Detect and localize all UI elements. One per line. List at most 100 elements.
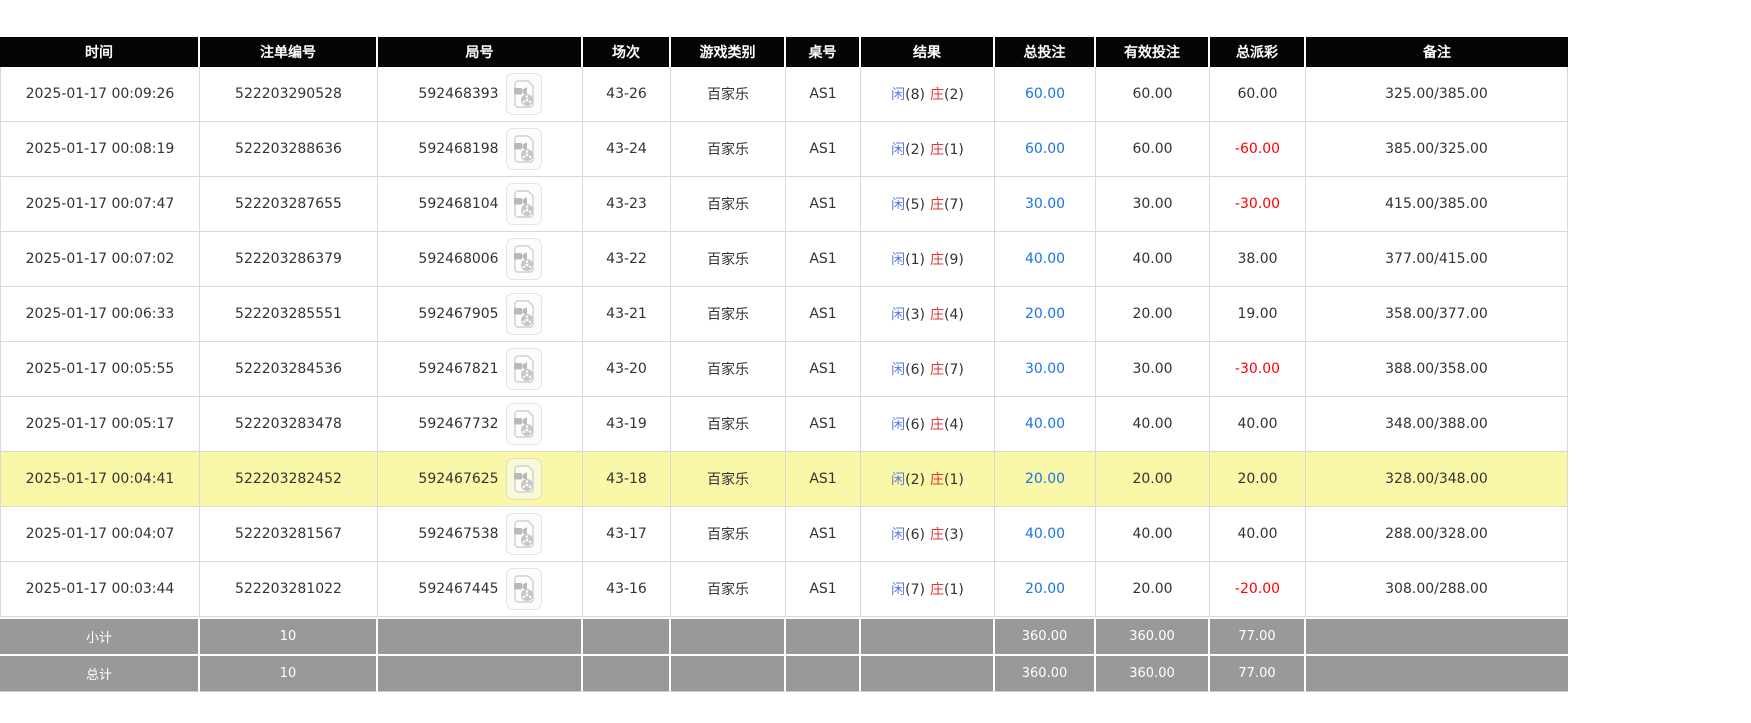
video-replay-icon[interactable] [505, 348, 542, 390]
video-replay-icon[interactable] [505, 568, 542, 610]
round-id-value: 592468104 [418, 196, 499, 212]
video-replay-icon[interactable] [505, 458, 542, 500]
summary-total-bet: 360.00 [995, 654, 1096, 692]
cell-bet-id: 522203287655 [200, 177, 378, 232]
cell-game-type: 百家乐 [671, 122, 786, 177]
total-bet-link[interactable]: 40.00 [1024, 526, 1066, 542]
cell-bet-id: 522203285551 [200, 287, 378, 342]
summary-total-bet: 360.00 [995, 617, 1096, 654]
total-bet-link[interactable]: 30.00 [1024, 361, 1066, 377]
col-valid-bet: 有效投注 [1096, 37, 1210, 67]
video-replay-icon[interactable] [505, 238, 542, 280]
summary-label: 小计 [0, 617, 200, 654]
result-banker-score: (4) [944, 307, 964, 323]
summary-empty-cell [861, 617, 995, 654]
summary-payout: 77.00 [1210, 617, 1306, 654]
col-remark: 备注 [1306, 37, 1568, 67]
result-player-label: 闲 [891, 197, 906, 213]
table-row[interactable]: 2025-01-17 00:06:33 522203285551 5924679… [0, 287, 1568, 342]
total-bet-link[interactable]: 30.00 [1024, 196, 1066, 212]
cell-bet-id: 522203284536 [200, 342, 378, 397]
payout-value: -30.00 [1234, 361, 1281, 377]
video-replay-icon[interactable] [505, 293, 542, 335]
total-bet-link[interactable]: 60.00 [1024, 86, 1066, 102]
summary-empty-cell [378, 654, 583, 692]
table-row[interactable]: 2025-01-17 00:04:41 522203282452 5924676… [0, 452, 1568, 507]
table-row[interactable]: 2025-01-17 00:04:07 522203281567 5924675… [0, 507, 1568, 562]
summary-empty-cell [583, 617, 671, 654]
total-bet-link[interactable]: 20.00 [1024, 471, 1066, 487]
result-player-score: (6) [905, 527, 925, 543]
col-result: 结果 [861, 37, 995, 67]
result-banker-label: 庄 [930, 362, 944, 378]
cell-round-id: 592467905 [378, 287, 583, 342]
round-id-value: 592468198 [418, 141, 499, 157]
result-banker-label: 庄 [930, 87, 944, 103]
cell-payout: 19.00 [1210, 287, 1306, 342]
cell-game-type: 百家乐 [671, 67, 786, 122]
result-player-label: 闲 [891, 362, 906, 378]
cell-game-type: 百家乐 [671, 507, 786, 562]
payout-value: 38.00 [1237, 251, 1278, 267]
result-banker-score: (9) [944, 252, 964, 268]
cell-table-no: AS1 [786, 397, 861, 452]
table-row[interactable]: 2025-01-17 00:07:02 522203286379 5924680… [0, 232, 1568, 287]
table-row[interactable]: 2025-01-17 00:07:47 522203287655 5924681… [0, 177, 1568, 232]
total-bet-link[interactable]: 60.00 [1024, 141, 1066, 157]
cell-session: 43-24 [583, 122, 671, 177]
cell-session: 43-22 [583, 232, 671, 287]
cell-session: 43-20 [583, 342, 671, 397]
cell-payout: -20.00 [1210, 562, 1306, 617]
cell-payout: -60.00 [1210, 122, 1306, 177]
result-player-score: (8) [905, 87, 925, 103]
cell-round-id: 592468104 [378, 177, 583, 232]
cell-time: 2025-01-17 00:04:07 [0, 507, 200, 562]
cell-valid-bet: 40.00 [1096, 397, 1210, 452]
table-row[interactable]: 2025-01-17 00:03:44 522203281022 5924674… [0, 562, 1568, 617]
result-banker-score: (1) [944, 582, 964, 598]
cell-bet-id: 522203288636 [200, 122, 378, 177]
table-row[interactable]: 2025-01-17 00:08:19 522203288636 5924681… [0, 122, 1568, 177]
cell-valid-bet: 40.00 [1096, 232, 1210, 287]
table-row[interactable]: 2025-01-17 00:05:17 522203283478 5924677… [0, 397, 1568, 452]
video-replay-icon[interactable] [505, 513, 542, 555]
round-id-value: 592467625 [418, 471, 499, 487]
cell-table-no: AS1 [786, 562, 861, 617]
summary-count: 10 [200, 617, 378, 654]
cell-session: 43-21 [583, 287, 671, 342]
summary-payout: 77.00 [1210, 654, 1306, 692]
payout-value: 40.00 [1237, 416, 1278, 432]
cell-result: 闲(6) 庄(4) [861, 397, 995, 452]
result-banker-label: 庄 [930, 252, 944, 268]
cell-session: 43-23 [583, 177, 671, 232]
cell-total-bet: 40.00 [995, 232, 1096, 287]
cell-result: 闲(1) 庄(9) [861, 232, 995, 287]
cell-bet-id: 522203290528 [200, 67, 378, 122]
cell-total-bet: 60.00 [995, 67, 1096, 122]
total-bet-link[interactable]: 20.00 [1024, 581, 1066, 597]
cell-remark: 308.00/288.00 [1306, 562, 1568, 617]
total-bet-link[interactable]: 40.00 [1024, 251, 1066, 267]
result-player-score: (6) [905, 362, 925, 378]
cell-game-type: 百家乐 [671, 397, 786, 452]
video-replay-icon[interactable] [505, 128, 542, 170]
cell-bet-id: 522203281022 [200, 562, 378, 617]
video-replay-icon[interactable] [505, 183, 542, 225]
result-banker-score: (7) [944, 197, 964, 213]
bet-history-section: 时间 注单编号 局号 场次 游戏类别 桌号 结果 总投注 有效投注 总派彩 备注… [0, 37, 1568, 692]
col-payout: 总派彩 [1210, 37, 1306, 67]
total-bet-link[interactable]: 20.00 [1024, 306, 1066, 322]
result-banker-score: (1) [944, 472, 964, 488]
video-replay-icon[interactable] [505, 73, 542, 115]
cell-game-type: 百家乐 [671, 287, 786, 342]
table-row[interactable]: 2025-01-17 00:05:55 522203284536 5924678… [0, 342, 1568, 397]
video-replay-icon[interactable] [505, 403, 542, 445]
total-bet-link[interactable]: 40.00 [1024, 416, 1066, 432]
cell-result: 闲(8) 庄(2) [861, 67, 995, 122]
cell-total-bet: 20.00 [995, 287, 1096, 342]
cell-remark: 385.00/325.00 [1306, 122, 1568, 177]
cell-remark: 388.00/358.00 [1306, 342, 1568, 397]
cell-valid-bet: 30.00 [1096, 177, 1210, 232]
table-row[interactable]: 2025-01-17 00:09:26 522203290528 5924683… [0, 67, 1568, 122]
